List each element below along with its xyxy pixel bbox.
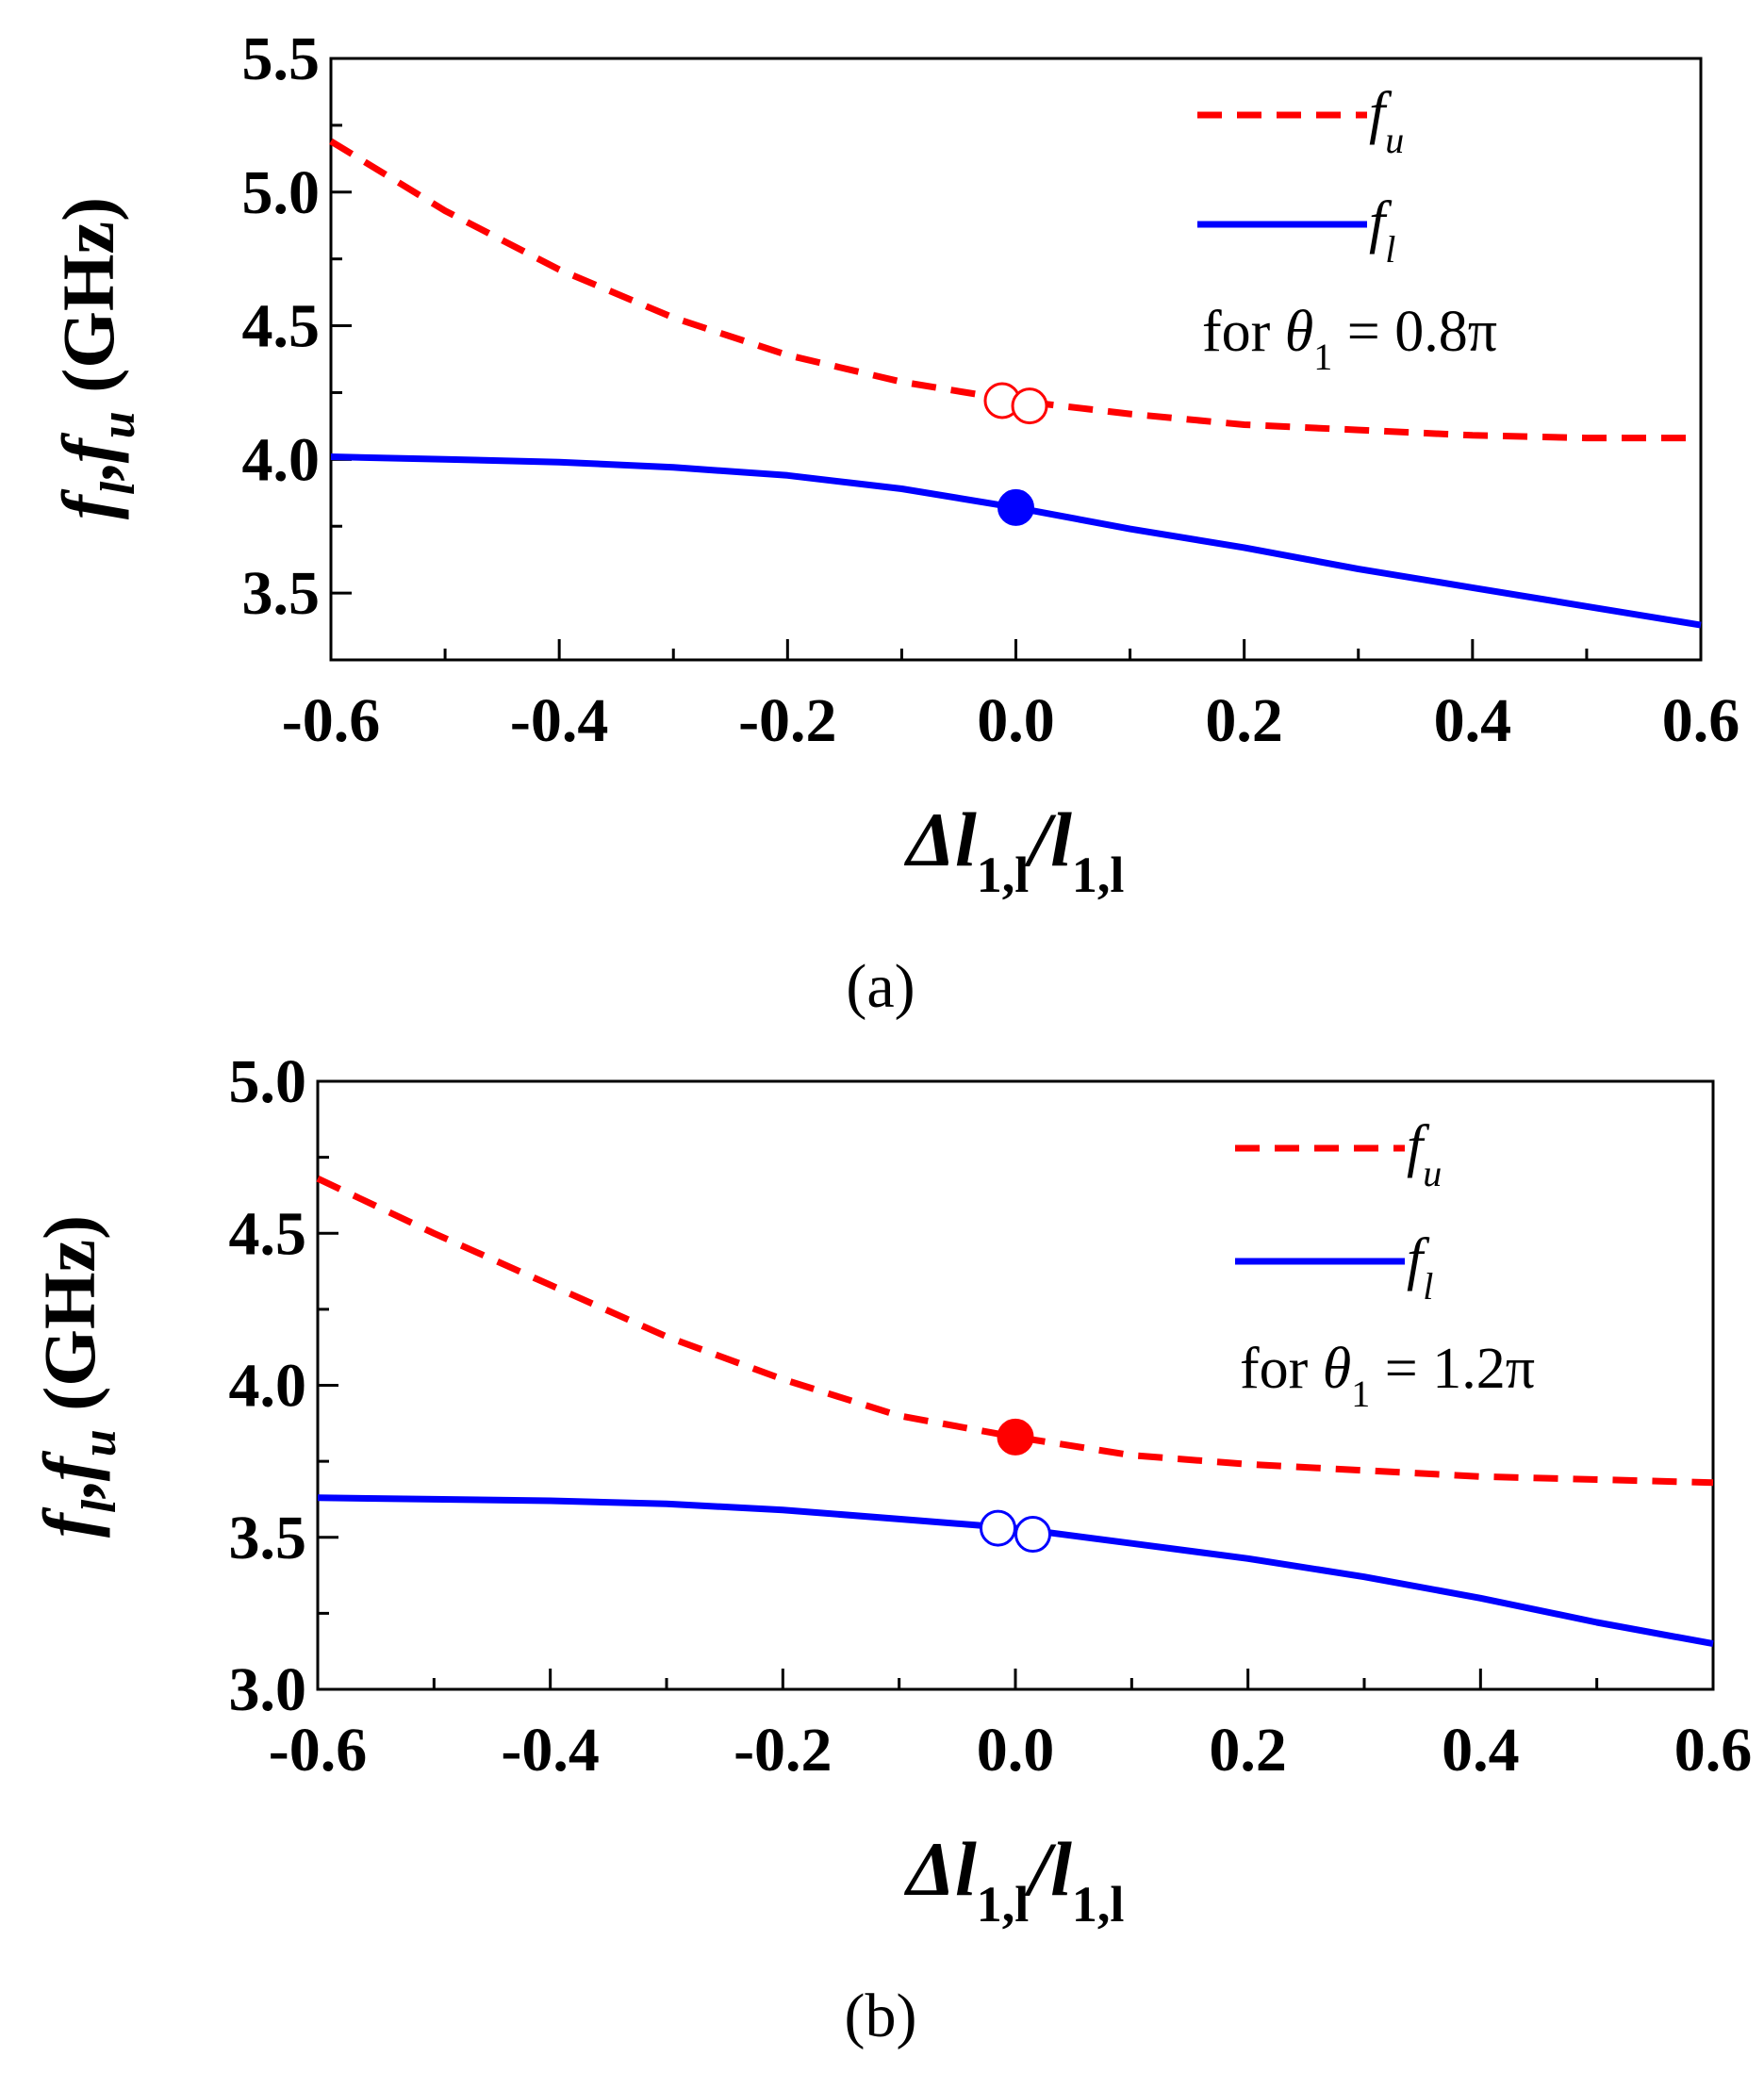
panel-label: (b) <box>845 1982 917 2050</box>
open-marker <box>1014 1516 1051 1554</box>
legend-label-u: fu <box>1407 1114 1442 1194</box>
annotation-theta: θ <box>1285 300 1313 364</box>
annotation-theta: θ <box>1323 1337 1351 1401</box>
ylabel-unit: (GHz) <box>47 197 129 411</box>
xlabel-main: Δl <box>904 1826 977 1912</box>
y-tick-label: 3.0 <box>229 1655 307 1724</box>
y-tick-label: 4.0 <box>229 1352 307 1421</box>
x-axis-title: Δl1,l/l1,l <box>904 797 1125 903</box>
xlabel-sub2: 1,l <box>1072 847 1125 903</box>
theta-annotation: for θ1 = 0.8π <box>1202 300 1497 378</box>
series-line-f-u <box>316 1176 1714 1487</box>
y-tick-label: 4.0 <box>242 425 321 494</box>
x-tick-label: -0.6 <box>269 1716 367 1785</box>
ylabel-comma: , <box>28 1481 110 1500</box>
open-marker <box>1011 387 1048 425</box>
series-line-f-l <box>330 453 1702 629</box>
x-tick-label: 0.2 <box>1209 1716 1287 1785</box>
x-tick-label: 0.0 <box>977 1716 1055 1785</box>
panel-label: (a) <box>846 952 915 1021</box>
legend-subscript: u <box>1385 119 1404 161</box>
series-line-f-l <box>317 1494 1714 1648</box>
ylabel-unit: (GHz) <box>28 1215 110 1429</box>
y-axis-title: fl,fu (GHz) <box>47 197 145 519</box>
annotation-subscript: 1 <box>1313 336 1332 378</box>
xlabel-main: Δl <box>904 797 977 882</box>
y-tick-label: 3.5 <box>229 1504 307 1572</box>
legend-subscript: u <box>1423 1152 1442 1194</box>
y-axis-title: fl,fu (GHz) <box>28 1215 126 1538</box>
ylabel-sub-u: u <box>91 411 145 438</box>
legend-subscript: l <box>1385 228 1395 271</box>
ylabel-sub-l: l <box>91 481 145 495</box>
xlabel-sub2: 1,l <box>1072 1876 1125 1933</box>
xlabel-slash: /l <box>1024 1826 1072 1912</box>
legend-label-l: fl <box>1369 190 1395 271</box>
panel-b: -0.6 -0.4 -0.2 0.0 0.2 0.4 0.6 3.0 3.5 4.0 4.5 5.0 f… <box>28 1047 1752 2050</box>
panel-a: -0.6 -0.4 -0.2 0.0 0.2 0.4 0.6 3.5 4.0 4.5 5.0 5.5 f… <box>47 25 1739 1021</box>
legend-label-u: fu <box>1369 81 1404 161</box>
annotation-prefix: for <box>1240 1337 1323 1401</box>
series-line-f-u <box>329 138 1701 442</box>
x-tick-label: -0.6 <box>282 686 380 755</box>
x-tick-label: -0.2 <box>738 686 836 755</box>
y-tick-label: 5.0 <box>242 158 321 227</box>
y-tick-label: 5.0 <box>229 1047 307 1116</box>
x-tick-label: -0.2 <box>734 1716 832 1785</box>
x-tick-label: 0.0 <box>977 686 1055 755</box>
open-marker <box>980 1509 1016 1547</box>
xlabel-sub1: 1,l <box>977 1876 1030 1933</box>
theta-annotation: for θ1 = 1.2π <box>1240 1337 1535 1415</box>
y-tick-label: 3.5 <box>242 559 321 628</box>
xlabel-sub1: 1,l <box>977 847 1030 903</box>
ylabel-sub-u: u <box>73 1429 126 1456</box>
x-tick-label: -0.4 <box>510 686 608 755</box>
ylabel-comma: , <box>47 463 129 482</box>
y-tick-label: 5.5 <box>242 25 321 93</box>
ylabel-sub-l: l <box>73 1499 126 1513</box>
x-axis-title: Δl1,l/l1,l <box>904 1826 1125 1933</box>
xlabel-slash: /l <box>1024 797 1072 882</box>
x-tick-label: 0.4 <box>1442 1716 1520 1785</box>
x-tick-label: 0.2 <box>1205 686 1283 755</box>
filled-marker <box>997 1418 1034 1456</box>
legend-subscript: l <box>1423 1265 1433 1308</box>
x-tick-label: 0.6 <box>1662 686 1740 755</box>
y-tick-label: 4.5 <box>229 1199 307 1268</box>
y-tick-label: 4.5 <box>242 292 321 361</box>
annotation-value: = 1.2π <box>1370 1337 1535 1401</box>
filled-marker <box>997 488 1034 526</box>
annotation-value: = 0.8π <box>1332 300 1497 364</box>
x-tick-label: 0.4 <box>1434 686 1512 755</box>
annotation-prefix: for <box>1202 300 1285 364</box>
x-tick-label: 0.6 <box>1674 1716 1753 1785</box>
x-tick-label: -0.4 <box>501 1716 599 1785</box>
legend-label-l: fl <box>1407 1227 1433 1308</box>
annotation-subscript: 1 <box>1351 1373 1370 1415</box>
